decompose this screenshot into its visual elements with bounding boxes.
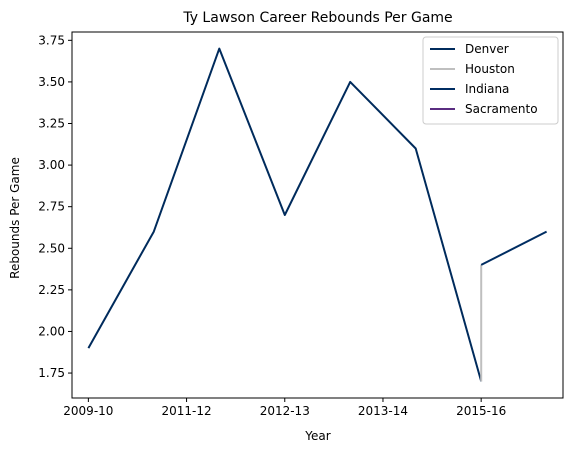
legend: Denver Houston Indiana Sacramento <box>422 36 559 125</box>
y-tick-label: 3.50 <box>38 75 65 89</box>
series-line-denver <box>87 47 483 382</box>
y-tick-label: 1.75 <box>38 366 65 380</box>
y-tick-label: 3.25 <box>38 117 65 131</box>
x-tick-label: 2009-10 <box>63 404 113 418</box>
y-tick-label: 2.50 <box>38 241 65 255</box>
chart-title: Ty Lawson Career Rebounds Per Game <box>182 10 452 26</box>
y-tick-label: 2.75 <box>38 200 65 214</box>
x-tick-label: 2011-12 <box>161 404 211 418</box>
x-tick-label: 2012-13 <box>260 404 310 418</box>
legend-label-sacramento: Sacramento <box>465 102 538 116</box>
y-axis-label: Rebounds Per Game <box>8 157 22 279</box>
legend-label-denver: Denver <box>465 42 509 56</box>
series-line-indiana <box>480 230 548 266</box>
legend-label-indiana: Indiana <box>465 82 509 96</box>
y-tick-label: 2.25 <box>38 283 65 297</box>
x-tick-label: 2013-14 <box>358 404 408 418</box>
x-axis-label: Year <box>304 429 330 443</box>
plot-frame <box>71 31 564 399</box>
legend-box <box>422 36 559 125</box>
legend-label-houston: Houston <box>465 62 515 76</box>
y-tick-label: 3.75 <box>38 33 65 47</box>
plot-area: 1.75 2.00 2.25 2.50 2.75 3.00 3.25 3.50 3.75 2009… <box>38 31 564 418</box>
x-tick-label: 2015-16 <box>456 404 506 418</box>
y-tick-label: 2.00 <box>38 324 65 338</box>
y-tick-label: 3.00 <box>38 158 65 172</box>
